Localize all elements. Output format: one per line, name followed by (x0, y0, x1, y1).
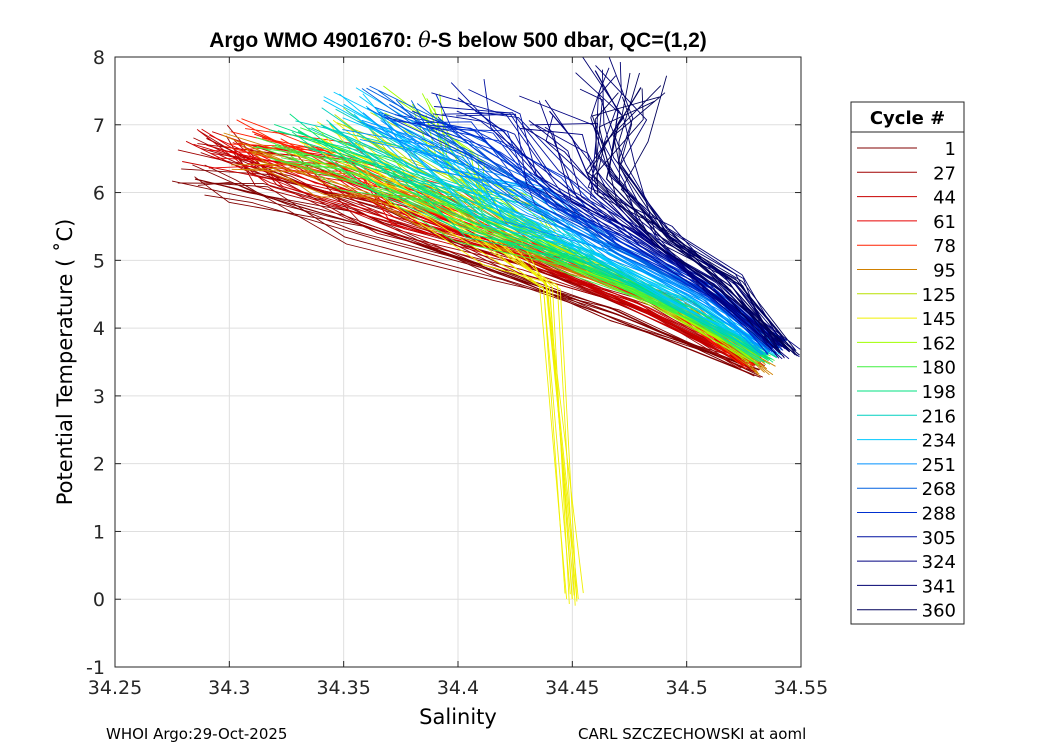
series-line-95 (240, 144, 760, 375)
series-line-251 (362, 112, 777, 354)
x-tick-label: 34.35 (316, 677, 370, 699)
series-line-305 (475, 111, 789, 344)
series-main-line-341 (594, 70, 779, 343)
series-1 (172, 164, 766, 378)
title-prefix: Argo WMO 4901670: (209, 29, 418, 52)
axis-ticks: 34.25 34.3 34.35 34.4 34.45 34.5 34.55 -1 0 1 2 3 4 5… (86, 47, 828, 699)
y-tick-label: 7 (93, 115, 105, 137)
y-axis-label: Potential Temperature ( ˚C) (53, 219, 77, 506)
series-main-line-1 (194, 178, 756, 373)
series-360 (587, 72, 800, 359)
legend-label-145: 145 (922, 309, 956, 330)
x-tick-label: 34.45 (545, 677, 599, 699)
series-line-145 (332, 119, 584, 594)
series-line-360 (613, 92, 791, 352)
series-main-line-251 (366, 124, 772, 349)
series-main-line-324 (549, 110, 790, 353)
series-line-305 (456, 113, 784, 351)
series-line-360 (619, 96, 797, 352)
series-line-1 (172, 180, 755, 377)
y-tick-label: 6 (93, 183, 105, 205)
series-line-145 (293, 153, 566, 594)
series-line-216 (321, 107, 768, 351)
x-axis-label: Salinity (419, 705, 497, 729)
footer-author: CARL SZCZECHOWSKI at aoml (578, 725, 807, 743)
chart-title: Argo WMO 4901670: θ-S below 500 dbar, QC… (209, 28, 707, 52)
legend-label-341: 341 (922, 576, 956, 597)
x-tick-label: 34.4 (437, 677, 479, 699)
series-line-198 (277, 130, 778, 359)
legend-label-78: 78 (933, 236, 956, 257)
series-line-216 (347, 139, 762, 363)
legend-label-1: 1 (945, 139, 956, 160)
legend-label-251: 251 (922, 455, 956, 476)
legend-label-268: 268 (922, 479, 956, 500)
series-line-360 (595, 85, 780, 354)
series-line-360 (620, 75, 796, 356)
series-main-line-145 (320, 137, 573, 600)
y-tick-label: 2 (93, 454, 105, 476)
y-tick-label: -1 (86, 657, 105, 679)
legend-label-162: 162 (922, 333, 956, 354)
x-tick-label: 34.25 (88, 677, 142, 699)
y-tick-label: 4 (93, 318, 105, 340)
legend-label-360: 360 (922, 601, 956, 622)
y-tick-label: 0 (93, 589, 105, 611)
series-line-216 (345, 109, 763, 356)
legend-label-216: 216 (922, 406, 956, 427)
series-line-305 (456, 110, 788, 341)
series-line-145 (298, 130, 578, 599)
legend: Cycle #1 27 44 61 78 95 125 145 162 180 198 216 234 2… (850, 101, 965, 625)
legend-label-234: 234 (922, 431, 956, 452)
y-tick-label: 1 (93, 521, 105, 543)
y-tick-label: 3 (93, 386, 105, 408)
legend-label-44: 44 (933, 188, 956, 209)
legend-label-288: 288 (922, 504, 956, 525)
series-line-288 (430, 128, 779, 343)
legend-title: Cycle # (870, 108, 945, 129)
x-tick-label: 34.5 (666, 677, 708, 699)
legend-label-27: 27 (933, 163, 956, 184)
legend-label-180: 180 (922, 358, 956, 379)
legend-label-95: 95 (933, 261, 956, 282)
legend-label-61: 61 (933, 212, 956, 233)
legend-label-305: 305 (922, 528, 956, 549)
x-tick-label: 34.55 (774, 677, 828, 699)
legend-label-324: 324 (922, 552, 956, 573)
y-tick-label: 8 (93, 47, 105, 69)
series-line-341 (590, 82, 785, 348)
footer-source: WHOI Argo:29-Oct-2025 (106, 725, 288, 743)
y-tick-label: 5 (93, 250, 105, 272)
series-line-360 (594, 92, 790, 352)
series-line-1 (197, 181, 755, 377)
series-line-305 (468, 89, 786, 344)
data-series (172, 57, 801, 606)
legend-label-198: 198 (922, 382, 956, 403)
title-theta: θ (418, 28, 431, 52)
series-main-line-360 (605, 87, 791, 353)
series-line-1 (204, 164, 763, 378)
series-main-line-234 (343, 103, 772, 349)
legend-label-125: 125 (922, 285, 956, 306)
series-line-360 (593, 88, 781, 353)
series-line-324 (520, 128, 790, 360)
x-tick-label: 34.3 (208, 677, 250, 699)
title-suffix: -S below 500 dbar, QC=(1,2) (431, 29, 707, 52)
series-line-180 (255, 136, 761, 355)
